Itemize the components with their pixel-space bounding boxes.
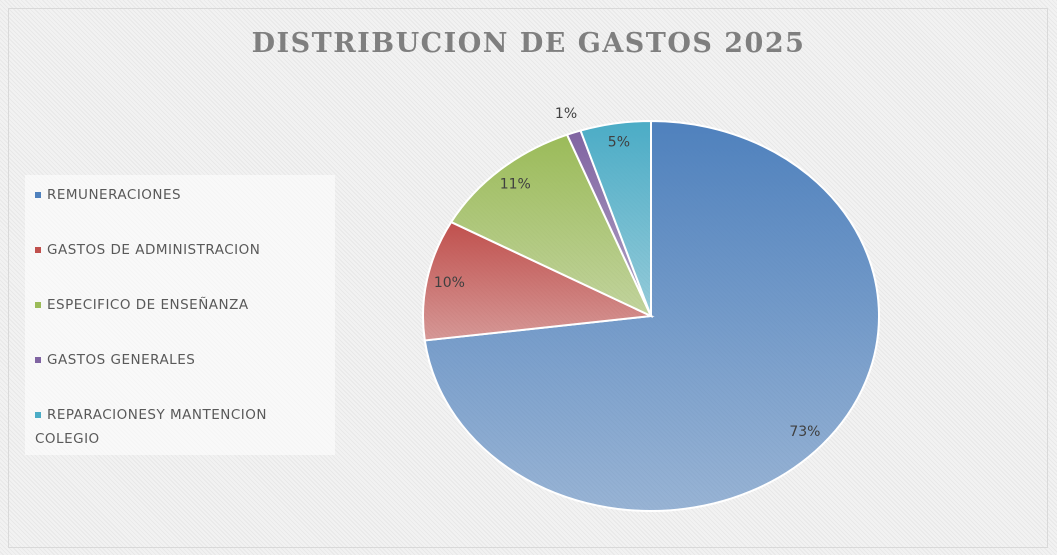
legend-label: GASTOS GENERALES bbox=[47, 352, 196, 368]
data-label: 5% bbox=[608, 135, 630, 151]
data-label: 10% bbox=[434, 275, 465, 291]
legend-label: REPARACIONESY MANTENCION COLEGIO bbox=[35, 407, 268, 447]
legend-item: GASTOS GENERALES bbox=[35, 348, 335, 372]
legend-swatch bbox=[35, 412, 41, 418]
legend-swatch bbox=[35, 247, 41, 253]
legend-item: ESPECIFICO DE ENSEÑANZA bbox=[35, 293, 335, 317]
legend-label: GASTOS DE ADMINISTRACION bbox=[47, 242, 261, 258]
pie-slice bbox=[422, 220, 655, 342]
chart-frame bbox=[8, 8, 1048, 548]
legend-swatch bbox=[35, 192, 41, 198]
pie-slice bbox=[449, 133, 654, 319]
data-label: 11% bbox=[500, 176, 531, 192]
legend-item: REMUNERACIONES bbox=[35, 183, 335, 207]
pie-slice bbox=[579, 119, 652, 317]
legend-label: REMUNERACIONES bbox=[47, 187, 182, 203]
legend: REMUNERACIONES GASTOS DE ADMINISTRACION ES… bbox=[25, 175, 335, 455]
legend-label: ESPECIFICO DE ENSEÑANZA bbox=[47, 297, 249, 313]
legend-item: REPARACIONESY MANTENCION COLEGIO bbox=[35, 403, 335, 451]
legend-swatch bbox=[35, 357, 41, 363]
chart-title: DISTRIBUCION DE GASTOS 2025 bbox=[251, 28, 806, 59]
data-label: 73% bbox=[789, 424, 820, 440]
legend-item: GASTOS DE ADMINISTRACION bbox=[35, 238, 335, 262]
data-label: 1% bbox=[555, 106, 577, 122]
legend-swatch bbox=[35, 302, 41, 308]
